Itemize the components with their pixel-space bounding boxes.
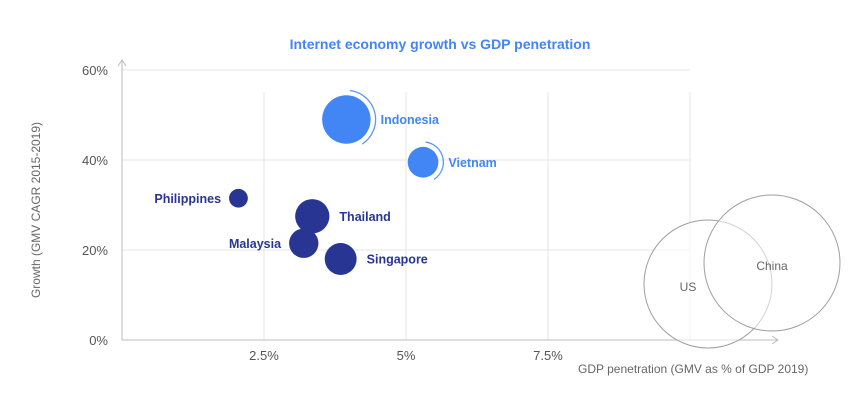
reference-circle-label: US bbox=[680, 280, 697, 294]
bubble-label: Vietnam bbox=[448, 156, 496, 170]
x-axis-arrow bbox=[771, 335, 779, 345]
bubble-ring bbox=[425, 141, 445, 180]
bubble bbox=[295, 199, 330, 234]
bubble-labels: Indonesia Vietnam Philippines Thailand Malay… bbox=[154, 113, 496, 267]
y-tick-label: 0% bbox=[89, 333, 108, 348]
bubble-label: Thailand bbox=[339, 210, 390, 224]
bubble bbox=[289, 228, 319, 258]
bubbles bbox=[229, 89, 445, 275]
bubble bbox=[407, 146, 439, 178]
y-axis-arrow bbox=[117, 59, 127, 67]
x-tick-label: 5% bbox=[397, 348, 416, 363]
bubble-label: Indonesia bbox=[381, 113, 440, 127]
bubble-label: Malaysia bbox=[229, 237, 282, 251]
bubble-label: Philippines bbox=[154, 192, 221, 206]
reference-circles: US China bbox=[643, 194, 841, 349]
bubble-label: Singapore bbox=[367, 253, 428, 267]
y-tick-label: 60% bbox=[82, 63, 108, 78]
bubble bbox=[324, 243, 357, 275]
chart-title: Internet economy growth vs GDP penetrati… bbox=[290, 36, 591, 52]
gridlines bbox=[122, 69, 691, 340]
x-tick-label: 2.5% bbox=[249, 348, 279, 363]
y-axis-label: Growth (GMV CAGR 2015-2019) bbox=[29, 122, 43, 298]
axes bbox=[117, 59, 779, 345]
x-axis-label: GDP penetration (GMV as % of GDP 2019) bbox=[578, 362, 808, 376]
bubble bbox=[322, 95, 371, 144]
x-tick-label: 7.5% bbox=[533, 348, 563, 363]
reference-circle bbox=[703, 194, 841, 332]
bubble-ring bbox=[349, 89, 377, 145]
reference-circle-label: China bbox=[756, 259, 788, 273]
y-tick-label: 20% bbox=[82, 243, 108, 258]
bubble bbox=[229, 188, 248, 208]
y-tick-label: 40% bbox=[82, 153, 108, 168]
tick-labels: 0% 20% 40% 60% 2.5% 5% 7.5% bbox=[82, 63, 563, 363]
